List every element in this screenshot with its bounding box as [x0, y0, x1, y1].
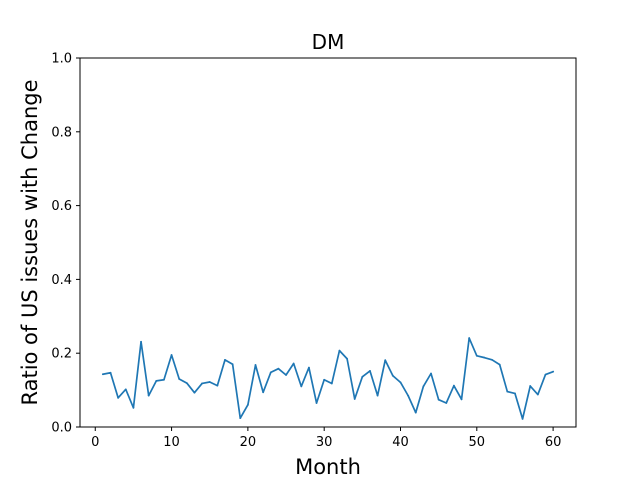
data-point [330, 382, 333, 385]
x-axis-label: Month [295, 455, 361, 479]
data-point [414, 411, 417, 414]
data-point [308, 366, 310, 369]
data-point [338, 349, 341, 352]
data-point [140, 340, 142, 343]
data-point [285, 374, 287, 376]
data-point [453, 384, 455, 387]
data-point [101, 373, 104, 376]
data-point [117, 396, 120, 399]
x-tick-label: 50 [469, 435, 486, 450]
data-point [292, 362, 295, 365]
data-point [514, 392, 516, 395]
data-point [445, 402, 448, 404]
data-point [483, 356, 486, 359]
data-point [407, 394, 410, 397]
data-point [521, 417, 524, 420]
data-point [384, 359, 387, 362]
data-point [193, 391, 196, 394]
data-point [224, 358, 226, 361]
data-point [498, 363, 501, 366]
data-point [178, 378, 181, 380]
data-point [544, 373, 547, 376]
data-point [262, 391, 265, 394]
y-tick-label: 0.6 [51, 199, 72, 214]
data-point [239, 417, 242, 420]
data-point [468, 337, 471, 339]
data-point [491, 358, 493, 361]
series-line-0 [102, 337, 554, 420]
data-point [269, 371, 272, 374]
data-point [391, 374, 394, 377]
data-point [231, 363, 234, 366]
data-point [369, 370, 371, 372]
data-point [506, 390, 509, 393]
data-point [246, 403, 249, 406]
data-point [277, 367, 280, 370]
data-point [475, 354, 478, 357]
data-point [323, 378, 326, 381]
x-axis-ticks: 0 10 20 30 40 50 60 [91, 427, 561, 450]
data-point [132, 406, 135, 409]
data-point [529, 385, 532, 387]
data-point [147, 394, 150, 397]
data-point [185, 382, 188, 384]
x-tick-label: 40 [392, 435, 409, 450]
data-point [155, 379, 158, 382]
data-point [552, 370, 555, 373]
data-point [124, 388, 127, 391]
x-tick-label: 10 [163, 435, 180, 450]
data-point [216, 384, 219, 387]
chart-title: DM [312, 30, 345, 54]
data-point [346, 357, 348, 360]
x-tick-label: 0 [91, 435, 99, 450]
data-point [201, 382, 203, 385]
x-tick-label: 20 [240, 435, 257, 450]
data-point [460, 398, 463, 401]
data-point [422, 385, 425, 388]
y-tick-label: 0.8 [51, 125, 72, 140]
data-point [300, 385, 303, 388]
data-point [376, 394, 379, 397]
y-tick-label: 0.2 [51, 347, 72, 362]
data-point [208, 381, 211, 383]
plot-area-frame [79, 57, 577, 428]
x-tick-label: 30 [316, 435, 333, 450]
y-tick-label: 1.0 [51, 52, 72, 67]
data-point [353, 398, 356, 400]
data-point [163, 378, 165, 381]
data-point [437, 398, 440, 401]
series-layer [101, 337, 555, 420]
data-point [361, 375, 364, 378]
y-axis-label: Ratio of US issues with Change [18, 79, 42, 405]
y-tick-label: 0.0 [51, 421, 72, 436]
x-tick-label: 60 [545, 435, 562, 450]
data-point [170, 354, 173, 356]
data-point [254, 364, 257, 366]
data-point [430, 372, 432, 375]
y-tick-label: 0.4 [51, 273, 72, 288]
data-point [399, 381, 402, 384]
data-point [109, 371, 112, 374]
data-point [315, 402, 318, 404]
y-axis-ticks: 0.0 0.2 0.4 0.6 0.8 1.0 [51, 52, 80, 436]
data-point [536, 393, 539, 396]
